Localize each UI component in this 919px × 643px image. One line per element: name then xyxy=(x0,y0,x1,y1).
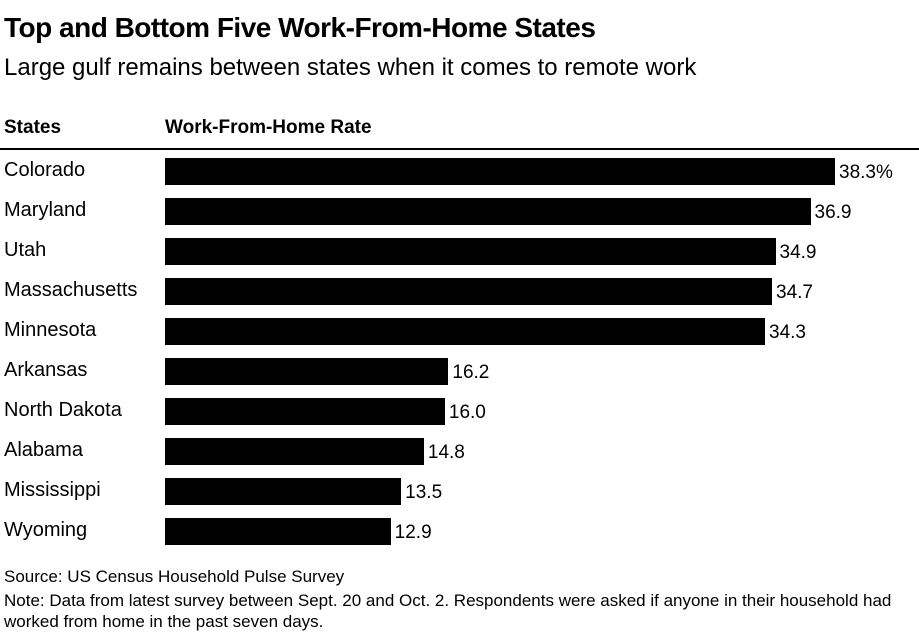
bar xyxy=(165,478,402,505)
note-text: Note: Data from latest survey between Se… xyxy=(4,591,892,631)
state-label: Utah xyxy=(4,239,47,261)
value-label: 34.3 xyxy=(769,322,806,343)
value-label: 13.5 xyxy=(405,482,443,503)
bar-row: Arkansas 16.2 xyxy=(0,352,919,392)
value-label: 16.2 xyxy=(452,362,490,383)
source-text: Source: US Census Household Pulse Survey xyxy=(4,567,345,586)
bar-row: Colorado 38.3% xyxy=(0,152,919,192)
bar xyxy=(165,198,811,225)
bar xyxy=(165,238,776,265)
bar xyxy=(165,398,445,425)
state-label: Arkansas xyxy=(4,359,88,381)
bar xyxy=(165,318,766,345)
value-label: 34.7 xyxy=(776,282,813,303)
value-label: 16.0 xyxy=(448,402,486,423)
bar-chart: Colorado 38.3% Maryland 36.9 Utah 34.9 Massach… xyxy=(0,152,919,552)
bar-row: Alabama 14.8 xyxy=(0,432,919,472)
state-label: North Dakota xyxy=(4,399,122,421)
states-column-header: States xyxy=(4,117,62,138)
value-label: 38.3% xyxy=(839,162,893,183)
bar-row: Wyoming 12.9 xyxy=(0,512,919,552)
bar-row: Mississippi 13.5 xyxy=(0,472,919,512)
header-divider xyxy=(0,148,919,150)
value-label: 14.8 xyxy=(427,442,465,463)
state-label: Maryland xyxy=(4,199,87,221)
bar xyxy=(165,158,835,185)
value-label: 34.9 xyxy=(779,242,817,263)
chart-subtitle: Large gulf remains between states when i… xyxy=(4,54,697,81)
value-label: 12.9 xyxy=(394,522,432,543)
state-label: Massachusetts xyxy=(4,279,138,301)
state-label: Minnesota xyxy=(4,319,97,341)
bar xyxy=(165,518,391,545)
bar xyxy=(165,278,773,305)
value-label: 36.9 xyxy=(814,202,852,223)
chart-title: Top and Bottom Five Work-From-Home State… xyxy=(4,12,596,43)
state-label: Mississippi xyxy=(4,479,101,501)
bar-row: North Dakota 16.0 xyxy=(0,392,919,432)
bar-row: Massachusetts 34.7 xyxy=(0,272,919,312)
bar xyxy=(165,358,449,385)
bar-row: Maryland 36.9 xyxy=(0,192,919,232)
bar-row: Minnesota 34.3 xyxy=(0,312,919,352)
state-label: Wyoming xyxy=(4,519,88,541)
rate-column-header: Work-From-Home Rate xyxy=(165,117,372,138)
state-label: Colorado xyxy=(4,159,86,181)
bar xyxy=(165,438,424,465)
bar-row: Utah 34.9 xyxy=(0,232,919,272)
state-label: Alabama xyxy=(4,439,83,461)
